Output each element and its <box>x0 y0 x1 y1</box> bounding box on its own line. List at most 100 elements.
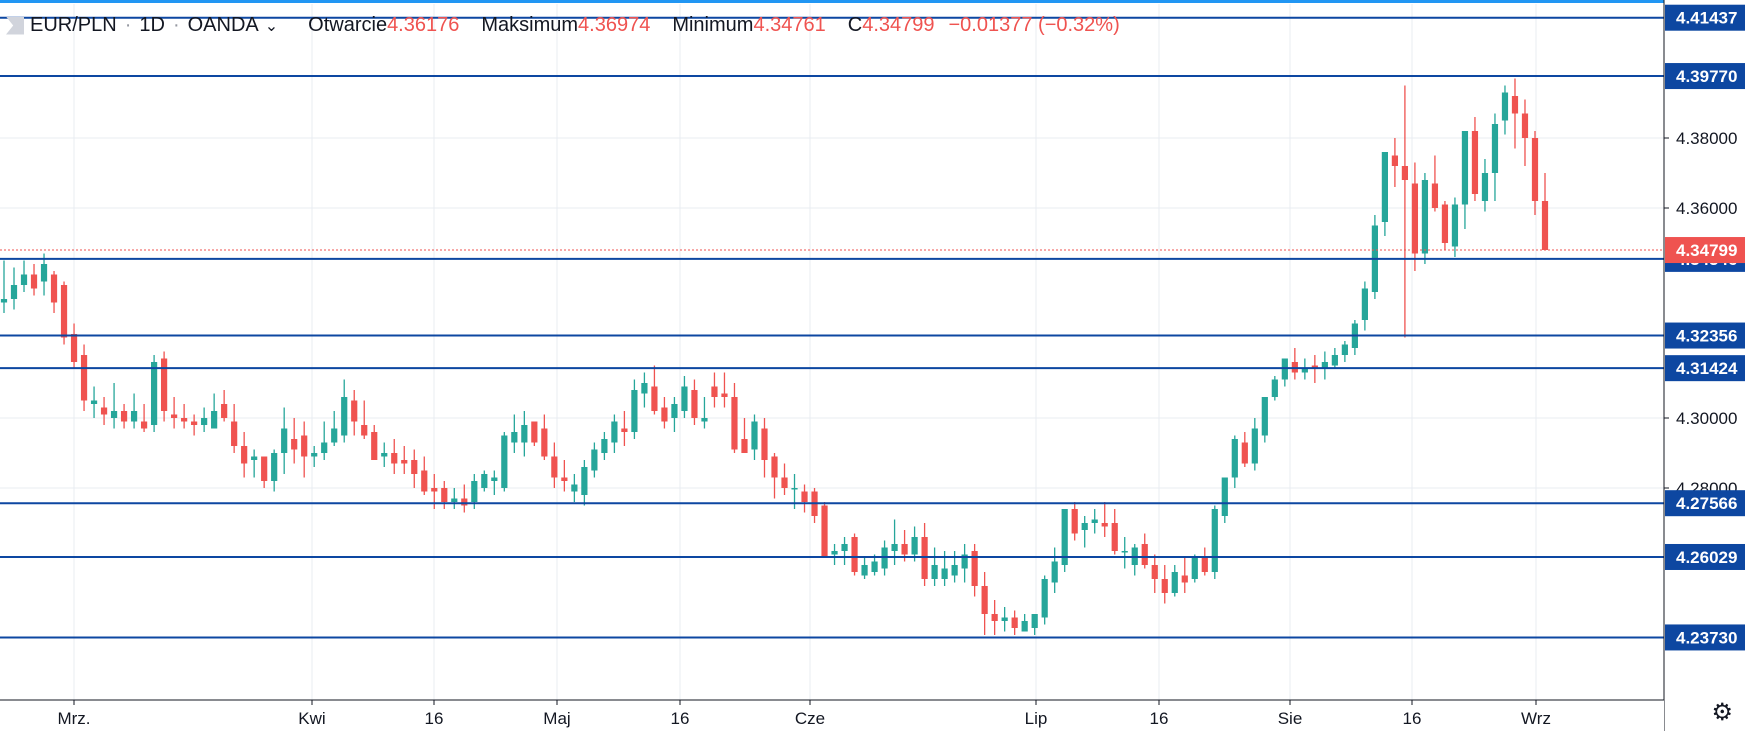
candle-body[interactable] <box>721 393 728 398</box>
candle-body[interactable] <box>1491 124 1499 173</box>
candle-body[interactable] <box>1511 96 1519 114</box>
candle-body[interactable] <box>461 498 468 506</box>
candle-body[interactable] <box>961 554 968 569</box>
candle-body[interactable] <box>1541 201 1549 250</box>
candle-body[interactable] <box>1411 183 1419 254</box>
candle-body[interactable] <box>201 418 208 425</box>
chevron-down-icon[interactable]: ⌄ <box>264 17 279 35</box>
candle-body[interactable] <box>1381 152 1388 222</box>
candle-body[interactable] <box>681 386 688 412</box>
candle-body[interactable] <box>341 397 348 436</box>
candle-body[interactable] <box>0 299 8 303</box>
candle-body[interactable] <box>30 274 38 289</box>
candle-body[interactable] <box>311 453 318 457</box>
candle-body[interactable] <box>10 285 18 299</box>
candle-body[interactable] <box>861 565 868 576</box>
candle-body[interactable] <box>1061 509 1068 565</box>
candle-body[interactable] <box>181 418 188 422</box>
candle-body[interactable] <box>271 453 278 481</box>
gear-icon[interactable]: ⚙ <box>1711 699 1733 726</box>
candle-body[interactable] <box>90 400 98 405</box>
candle-body[interactable] <box>481 474 488 488</box>
candle-body[interactable] <box>521 425 528 443</box>
candle-body[interactable] <box>1241 442 1248 464</box>
candle-body[interactable] <box>191 421 198 426</box>
candle-body[interactable] <box>891 544 898 551</box>
candle-body[interactable] <box>511 432 518 443</box>
candle-body[interactable] <box>391 453 398 464</box>
candle-body[interactable] <box>291 439 298 450</box>
candle-body[interactable] <box>50 274 58 303</box>
candle-body[interactable] <box>1331 355 1338 366</box>
candle-body[interactable] <box>451 498 458 503</box>
candle-body[interactable] <box>1451 204 1459 247</box>
candle-body[interactable] <box>161 358 168 412</box>
candle-body[interactable] <box>601 439 608 453</box>
candle-body[interactable] <box>1441 204 1449 244</box>
candle-body[interactable] <box>781 477 788 489</box>
candle-body[interactable] <box>1301 369 1308 373</box>
candle-body[interactable] <box>1011 617 1018 629</box>
candle-body[interactable] <box>351 400 358 422</box>
candle-body[interactable] <box>100 407 108 415</box>
candle-body[interactable] <box>371 432 378 460</box>
candle-body[interactable] <box>20 274 28 286</box>
candle-body[interactable] <box>1401 166 1409 180</box>
candle-body[interactable] <box>231 421 238 447</box>
candle-body[interactable] <box>1471 131 1479 194</box>
candle-body[interactable] <box>901 544 908 555</box>
candle-body[interactable] <box>631 390 638 432</box>
candle-body[interactable] <box>1121 551 1128 553</box>
interval-label[interactable]: 1D <box>139 14 165 36</box>
candle-body[interactable] <box>1261 397 1268 436</box>
candle-body[interactable] <box>1341 344 1348 356</box>
candle-body[interactable] <box>741 439 748 453</box>
candle-body[interactable] <box>1321 362 1328 369</box>
candle-body[interactable] <box>331 428 338 443</box>
candle-body[interactable] <box>120 411 128 422</box>
candle-body[interactable] <box>841 544 848 551</box>
candle-body[interactable] <box>421 470 428 492</box>
candle-body[interactable] <box>821 505 828 559</box>
candle-body[interactable] <box>60 285 68 338</box>
candle-body[interactable] <box>1431 183 1439 209</box>
candle-body[interactable] <box>40 264 48 282</box>
candle-body[interactable] <box>531 421 538 443</box>
candle-body[interactable] <box>791 488 798 490</box>
candle-body[interactable] <box>981 586 988 614</box>
candle-body[interactable] <box>361 425 368 436</box>
candle-body[interactable] <box>831 551 838 555</box>
candle-body[interactable] <box>1001 617 1008 622</box>
candle-body[interactable] <box>1521 113 1529 139</box>
candle-body[interactable] <box>411 460 418 474</box>
candle-body[interactable] <box>70 334 78 362</box>
candle-body[interactable] <box>801 491 808 503</box>
candle-body[interactable] <box>1191 558 1198 579</box>
candle-body[interactable] <box>441 488 448 502</box>
candle-body[interactable] <box>651 386 658 412</box>
candle-body[interactable] <box>1201 558 1208 572</box>
candle-body[interactable] <box>751 421 758 450</box>
candle-body[interactable] <box>130 411 138 422</box>
candle-body[interactable] <box>1041 579 1048 618</box>
candle-body[interactable] <box>171 414 178 419</box>
candle-body[interactable] <box>1501 92 1509 121</box>
time-axis[interactable] <box>0 700 1664 731</box>
candle-body[interactable] <box>1051 561 1058 583</box>
candle-body[interactable] <box>211 411 218 429</box>
candle-body[interactable] <box>951 565 958 576</box>
candle-body[interactable] <box>1021 621 1028 632</box>
candle-body[interactable] <box>1151 565 1158 579</box>
candle-body[interactable] <box>241 446 248 464</box>
candle-body[interactable] <box>1461 131 1469 205</box>
candle-body[interactable] <box>1111 523 1118 551</box>
candle-body[interactable] <box>911 537 918 555</box>
candle-body[interactable] <box>1251 428 1258 464</box>
candle-body[interactable] <box>501 435 508 489</box>
candle-body[interactable] <box>140 421 148 429</box>
candle-body[interactable] <box>1161 579 1168 593</box>
candle-body[interactable] <box>561 477 568 482</box>
candle-body[interactable] <box>1231 439 1238 478</box>
candle-body[interactable] <box>771 456 778 478</box>
candle-body[interactable] <box>661 407 668 422</box>
